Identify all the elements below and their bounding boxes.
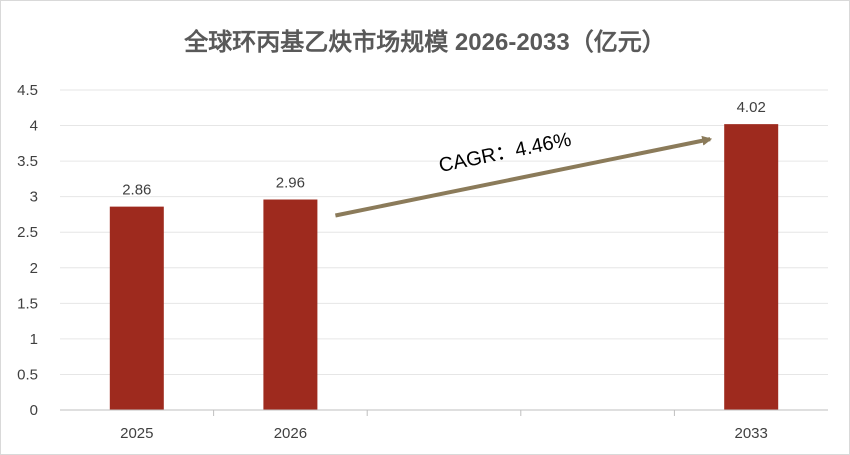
gridlines xyxy=(60,89,828,416)
bar-2025 xyxy=(109,206,164,410)
bars xyxy=(109,124,779,410)
x-tick-label-2033: 2033 xyxy=(735,425,768,442)
x-tick-label-2025: 2025 xyxy=(120,425,153,442)
bar-2026 xyxy=(263,199,318,410)
data-labels: 2.86 2.96 4.02 xyxy=(122,99,766,198)
y-tick-label: 4 xyxy=(30,118,38,135)
bar-2033 xyxy=(724,124,779,410)
y-tick-label: 2.5 xyxy=(17,224,38,241)
y-tick-label: 1.5 xyxy=(17,295,38,312)
x-tick-label-2026: 2026 xyxy=(274,425,307,442)
cagr-arrow xyxy=(335,135,713,218)
data-label-2025: 2.86 xyxy=(122,182,151,199)
y-tick-label: 1 xyxy=(30,331,38,348)
x-axis-ticks: 2025 2026 2033 xyxy=(120,425,768,442)
y-tick-label: 3 xyxy=(30,189,38,206)
data-label-2026: 2.96 xyxy=(276,175,305,192)
y-tick-label: 3.5 xyxy=(17,153,38,170)
y-tick-label: 4.5 xyxy=(17,82,38,99)
y-tick-label: 2 xyxy=(30,260,38,277)
y-tick-label: 0.5 xyxy=(17,366,38,383)
chart-title: 全球环丙基乙炔市场规模 2026-2033（亿元） xyxy=(184,29,666,56)
y-tick-label: 0 xyxy=(30,402,38,419)
y-axis-ticks: 0 0.5 1 1.5 2 2.5 3 3.5 4 4.5 xyxy=(17,82,38,419)
data-label-2033: 4.02 xyxy=(737,99,766,116)
